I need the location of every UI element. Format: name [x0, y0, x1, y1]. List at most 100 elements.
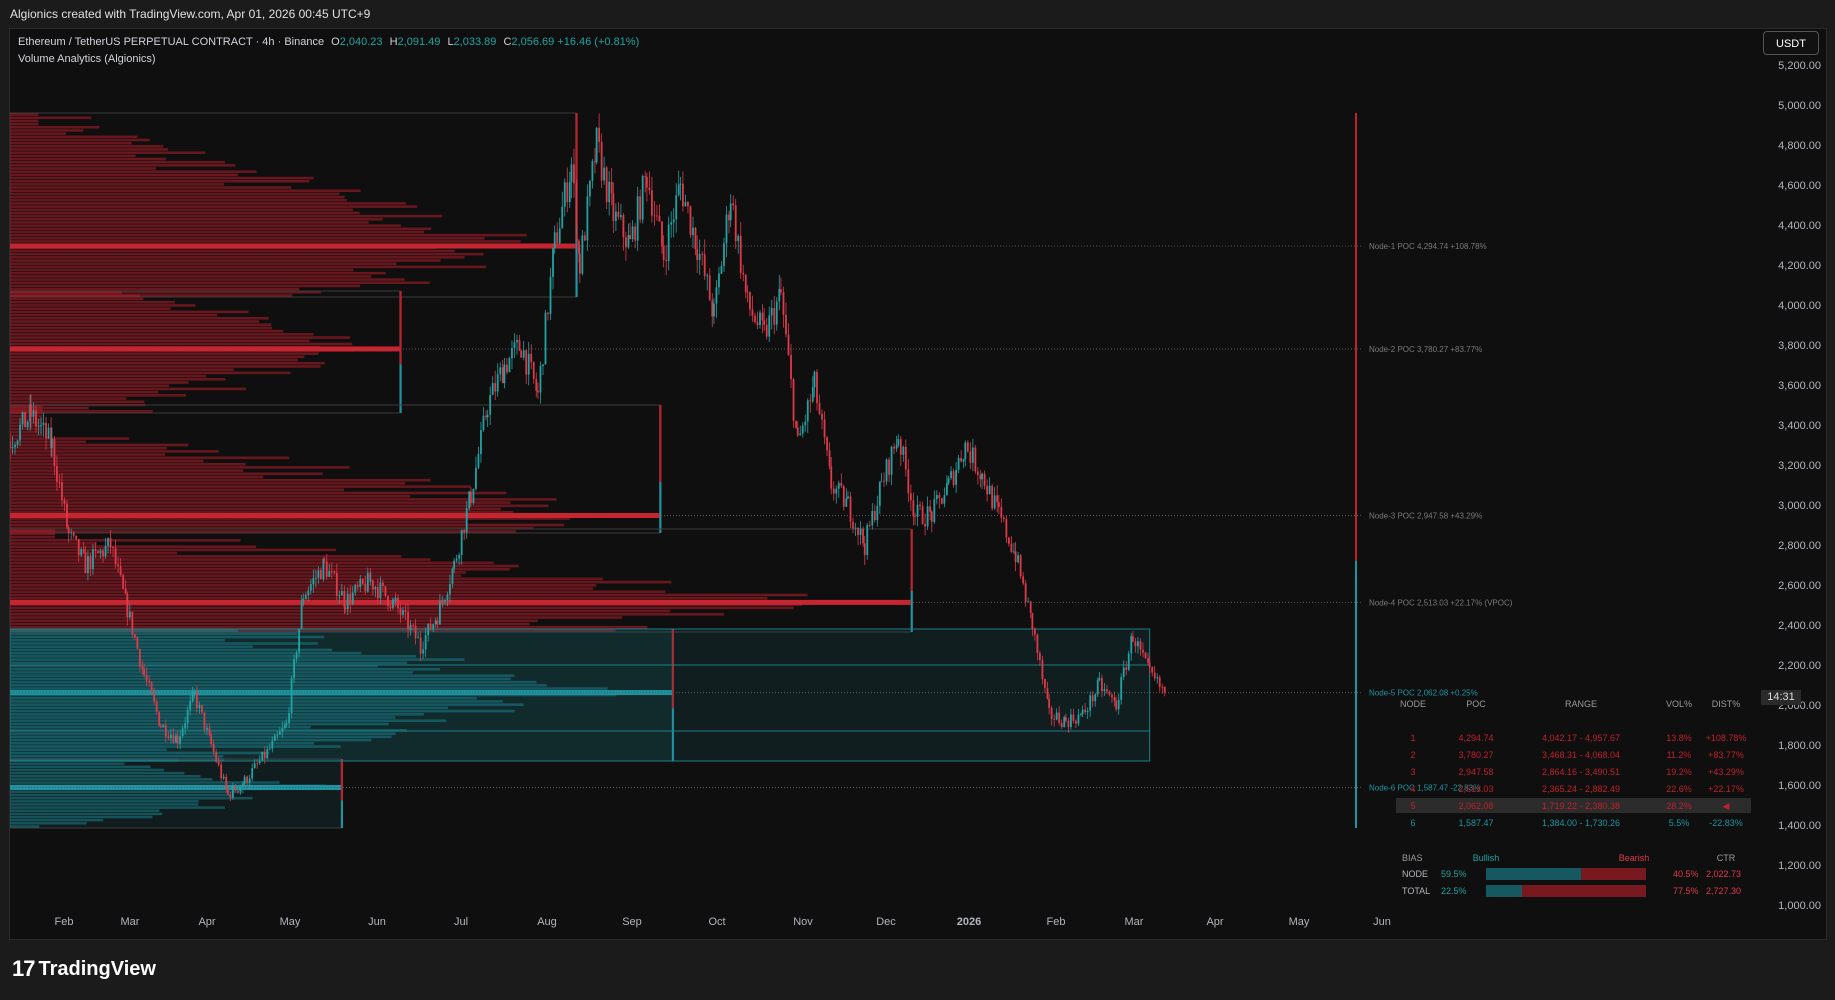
candle-body: [914, 516, 916, 518]
volume-profile-block[interactable]: [10, 290, 402, 414]
profile-bar: [10, 491, 507, 495]
profile-bar: [10, 574, 462, 577]
candle-body: [470, 491, 472, 504]
profile-bar: [10, 195, 345, 199]
profile-bar: [10, 501, 511, 504]
candle-body: [723, 243, 725, 267]
profile-bar: [10, 394, 187, 397]
candle-body: [317, 570, 320, 578]
profile-bar: [10, 227, 432, 231]
high-value: 2,091.49: [397, 36, 441, 48]
candle-body: [51, 438, 53, 448]
y-tick-label: 4,200.00: [1778, 260, 1821, 272]
candle-body: [293, 658, 295, 679]
candle-body: [335, 572, 338, 597]
candle-body: [962, 458, 965, 462]
bias-ctr-value: 2,727.30: [1706, 886, 1741, 896]
y-tick-label: 2,400.00: [1778, 620, 1821, 632]
candle-body: [16, 440, 19, 445]
bias-bear-pct: 40.5%: [1673, 869, 1699, 879]
candle-body: [991, 485, 994, 509]
candle-body: [672, 219, 675, 223]
currency-button[interactable]: USDT: [1763, 31, 1819, 55]
candle-body: [1096, 680, 1099, 695]
candle-body: [366, 572, 369, 592]
candle-body: [369, 580, 372, 582]
y-tick-label: 5,000.00: [1778, 100, 1821, 112]
candle-body: [751, 309, 754, 316]
candle-body: [698, 254, 701, 260]
profile-bar: [10, 387, 247, 391]
candle-body: [570, 164, 573, 183]
table-cell: ◀: [1723, 801, 1730, 811]
y-tick-label: 3,200.00: [1778, 460, 1821, 472]
profile-bar: [10, 532, 56, 536]
profile-bar: [10, 290, 322, 294]
chart-panel[interactable]: 5,200.00 5,000.00 4,800.00 4,600.00 4,400.00…: [9, 28, 1827, 940]
candle-body: [658, 215, 661, 222]
candle-body: [1060, 722, 1063, 728]
profile-bar: [10, 167, 156, 170]
volume-profile-block[interactable]: [10, 758, 344, 829]
symbol-name[interactable]: Ethereum / TetherUS PERPETUAL CONTRACT ·…: [18, 36, 325, 48]
candle-body: [229, 794, 232, 798]
candle-body: [1013, 551, 1015, 553]
volume-profile-block[interactable]: [10, 404, 662, 534]
candle-body: [916, 504, 919, 517]
price-chart[interactable]: 5,200.00 5,000.00 4,800.00 4,600.00 4,400.00…: [10, 29, 1826, 939]
profile-bar: [10, 151, 206, 154]
candle-body: [50, 427, 52, 448]
candle-body: [1151, 667, 1154, 673]
y-tick-label: 1,800.00: [1778, 740, 1821, 752]
candle-body: [323, 558, 326, 562]
profile-bar: [10, 307, 171, 310]
profile-bar: [10, 122, 39, 126]
candle-body: [1050, 707, 1053, 719]
profile-bar: [10, 329, 284, 333]
open-value: 2,040.23: [339, 36, 383, 48]
close-label: C: [503, 36, 512, 48]
profile-bar: [10, 629, 616, 632]
candle-body: [929, 506, 932, 512]
candle-body: [56, 465, 58, 482]
candle-body: [1024, 583, 1027, 602]
profile-bar: [10, 571, 466, 574]
volume-profile-block[interactable]: [10, 628, 675, 762]
candle-body: [432, 624, 435, 630]
profile-bar: [10, 259, 441, 262]
candle-body: [952, 471, 955, 485]
candle-body: [634, 226, 637, 241]
tradingview-brand[interactable]: 17 TradingView: [12, 956, 156, 982]
profile-bar: [10, 632, 298, 636]
candle-body: [863, 543, 866, 556]
profile-bar: [10, 504, 549, 508]
candle-body: [636, 196, 639, 241]
candle-body: [651, 190, 653, 216]
candle-body: [136, 637, 139, 649]
candle-body: [644, 176, 647, 177]
candle-body: [14, 444, 16, 448]
candle-body: [87, 556, 89, 574]
candle-body: [665, 259, 668, 262]
profile-bar: [10, 523, 565, 527]
indicator-legend[interactable]: Volume Analytics (Algionics): [18, 53, 156, 65]
candle-body: [813, 371, 816, 388]
candle-body: [1064, 717, 1067, 721]
candle-body: [67, 527, 70, 533]
candle-body: [880, 480, 883, 482]
candle-body: [883, 480, 885, 482]
profile-bar: [10, 424, 43, 428]
candle-body: [158, 711, 161, 726]
volume-profile-block[interactable]: [10, 112, 578, 298]
candle-body: [575, 183, 578, 241]
profile-bar: [10, 411, 43, 415]
y-tick-label: 3,800.00: [1778, 340, 1821, 352]
candle-body: [1053, 718, 1056, 720]
candle-body: [419, 648, 422, 654]
profile-bar: [10, 812, 163, 816]
profile-edge-red: [575, 113, 578, 224]
x-tick-label: Nov: [793, 916, 813, 928]
profile-bar: [10, 132, 67, 135]
candle-body: [782, 292, 785, 315]
x-tick-label: Jul: [454, 916, 468, 928]
